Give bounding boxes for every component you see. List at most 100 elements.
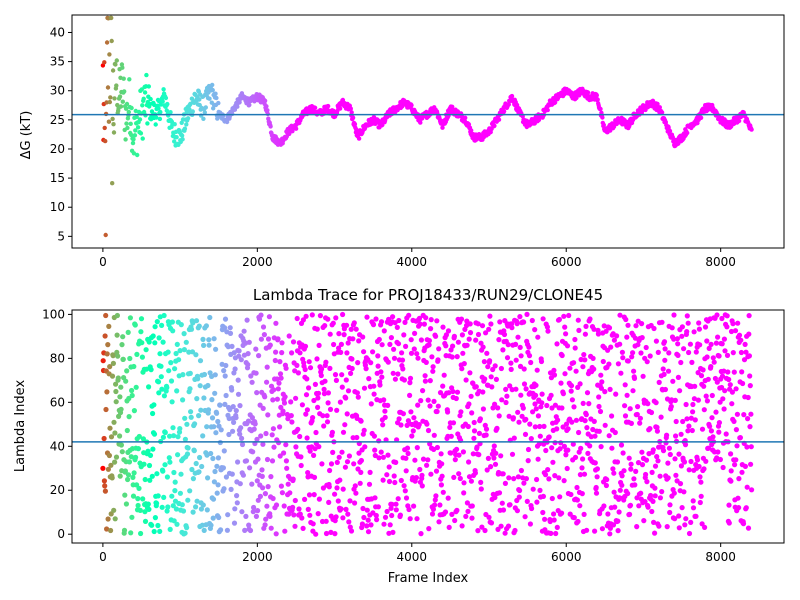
data-point (551, 511, 557, 517)
data-point (631, 368, 637, 374)
data-point (144, 72, 149, 78)
data-point (169, 319, 175, 325)
data-point (427, 403, 433, 409)
data-point (595, 331, 602, 337)
data-point (488, 464, 494, 470)
data-point (378, 449, 384, 455)
data-point (247, 465, 253, 471)
data-point (521, 319, 527, 325)
data-point (247, 527, 254, 534)
data-point (575, 317, 581, 323)
data-point (606, 325, 613, 331)
data-point (558, 380, 564, 386)
data-point (112, 459, 118, 465)
data-point (590, 355, 596, 361)
data-point (512, 527, 518, 534)
data-point (513, 341, 519, 347)
data-point (305, 506, 311, 512)
data-point (652, 530, 658, 536)
data-point (457, 413, 463, 419)
data-point (399, 357, 406, 363)
data-point (502, 530, 508, 536)
data-point (153, 122, 158, 127)
data-point (265, 336, 272, 342)
data-point (517, 487, 523, 494)
data-point (283, 442, 289, 448)
data-point (166, 455, 172, 461)
data-point (492, 401, 498, 407)
data-point (698, 493, 704, 499)
data-point (495, 526, 501, 533)
data-point (688, 415, 694, 421)
data-point (339, 384, 345, 390)
data-point (537, 423, 543, 430)
data-point (113, 399, 119, 405)
data-point (290, 339, 297, 345)
data-point (402, 488, 408, 494)
data-point (666, 350, 672, 356)
data-point (443, 332, 449, 338)
y-tick-label: 5 (57, 229, 65, 243)
data-point (186, 349, 192, 355)
data-point (707, 423, 713, 429)
data-point (112, 516, 118, 522)
data-point (352, 500, 358, 506)
data-point (236, 348, 242, 354)
data-point (644, 479, 650, 485)
data-point (155, 522, 161, 529)
data-point (213, 430, 219, 436)
data-point (235, 391, 242, 397)
data-point (255, 497, 261, 503)
data-point (653, 400, 659, 406)
data-point (340, 311, 346, 318)
data-point (251, 426, 257, 432)
data-point (561, 313, 567, 319)
data-point (630, 350, 636, 356)
data-point (492, 461, 499, 467)
data-point (245, 362, 251, 368)
data-point (635, 404, 641, 410)
data-point (205, 475, 211, 481)
data-point (542, 472, 549, 478)
data-point (691, 329, 697, 335)
data-point (714, 312, 720, 318)
data-point (664, 524, 670, 530)
data-point (430, 368, 436, 374)
data-point (450, 388, 456, 395)
data-point (505, 523, 512, 529)
data-point (133, 454, 139, 460)
data-point (395, 496, 401, 502)
data-point (253, 346, 259, 352)
data-point (216, 100, 221, 106)
data-point (698, 373, 705, 379)
data-point (374, 517, 380, 523)
data-point (534, 476, 540, 483)
data-point (217, 402, 223, 408)
data-point (297, 433, 303, 440)
data-point (514, 508, 521, 514)
data-point (231, 370, 237, 376)
data-point (285, 481, 291, 487)
data-point (497, 319, 503, 325)
data-point (701, 466, 707, 472)
data-point (337, 477, 343, 483)
data-point (509, 321, 515, 327)
data-point (124, 427, 130, 434)
data-point (364, 314, 370, 320)
delta-g-y-axis-label: ΔG (kT) (19, 111, 34, 160)
data-point (348, 106, 353, 111)
data-point (183, 339, 189, 345)
data-point (101, 435, 107, 442)
data-point (689, 359, 695, 365)
data-point (500, 471, 506, 477)
data-point (499, 397, 505, 403)
data-point (264, 503, 270, 509)
data-point (478, 340, 484, 346)
delta-g-x-ticks: 0 2000 4000 6000 8000 (99, 248, 736, 269)
data-point (635, 342, 641, 348)
data-point (521, 381, 528, 387)
data-point (392, 479, 398, 486)
data-point (201, 342, 207, 348)
data-point (324, 419, 331, 425)
data-point (362, 444, 368, 450)
